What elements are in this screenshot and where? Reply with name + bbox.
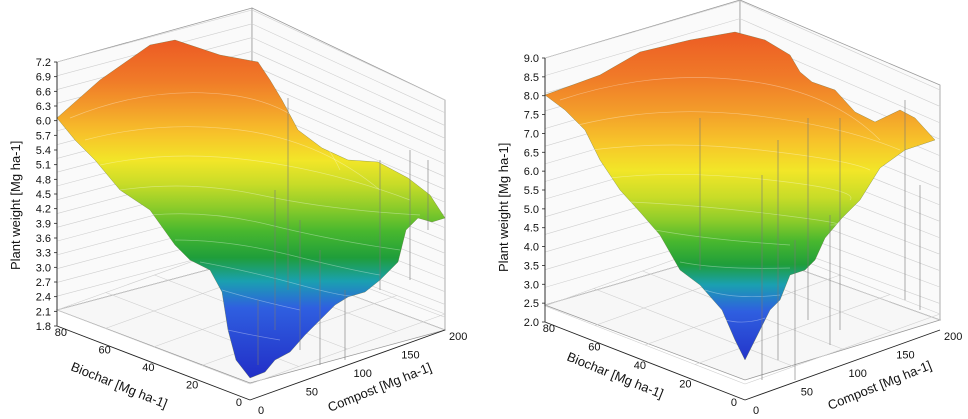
compost-tick-label: 150 bbox=[896, 350, 914, 362]
biochar-tick-label: 0 bbox=[236, 397, 242, 409]
floor-gridline bbox=[593, 288, 794, 367]
biochar-tick-label: 80 bbox=[55, 327, 67, 339]
z-tick-label: 6.0 bbox=[36, 116, 51, 128]
z-tick-label: 4.8 bbox=[36, 174, 51, 186]
chart-left-biochar-ticks: 0 20 40 60 80 bbox=[55, 327, 242, 409]
chart-left-xlabel: Compost [Mg ha-1] bbox=[326, 359, 434, 414]
z-tick-label: 5.5 bbox=[524, 185, 539, 197]
z-tick-label: 2.4 bbox=[36, 292, 51, 304]
biochar-tick-label: 60 bbox=[588, 342, 600, 354]
chart-right-xlabel: Compost [Mg ha-1] bbox=[826, 357, 934, 412]
biochar-tick-label: 20 bbox=[186, 380, 198, 392]
compost-tick-label: 0 bbox=[753, 405, 759, 417]
z-tick-label: 3.6 bbox=[36, 233, 51, 245]
z-tick-label: 6.5 bbox=[524, 147, 539, 159]
chart-left-surface bbox=[56, 39, 446, 379]
z-tick-label: 6.6 bbox=[36, 86, 51, 98]
z-tick-label: 9.0 bbox=[524, 53, 539, 65]
gridline bbox=[251, 9, 446, 101]
z-tick-label: 2.5 bbox=[524, 298, 539, 310]
chart-right-contours bbox=[559, 77, 901, 323]
compost-tick-label: 150 bbox=[401, 350, 419, 362]
gridline bbox=[251, 64, 446, 152]
compost-tick-label: 0 bbox=[258, 405, 264, 417]
z-tick-label: 3.0 bbox=[524, 279, 539, 291]
chart-left-ylabel: Biochar [Mg ha-1] bbox=[69, 359, 170, 411]
chart-right: 2.0 2.5 3.0 3.5 4.0 4.5 5.0 5.5 6.0 6.5 7.0 7.5 8.0 8… bbox=[496, 0, 962, 417]
chart-right-z-ticks: 2.0 2.5 3.0 3.5 4.0 4.5 5.0 5.5 6.0 6.5 7.0 7.5 8.0 8… bbox=[524, 53, 545, 329]
floor-gridline bbox=[56, 309, 251, 385]
z-tick-label: 5.0 bbox=[524, 204, 539, 216]
z-tick-label: 5.1 bbox=[36, 160, 51, 172]
gridline bbox=[251, 78, 446, 165]
z-tick-label: 4.2 bbox=[36, 204, 51, 216]
compost-tick-label: 50 bbox=[801, 387, 813, 399]
chart-left-z-ticks: 1.8 2.1 2.4 2.7 3.0 3.3 3.6 3.9 4.2 4.5 4.8 5.1 5.4 5… bbox=[36, 57, 57, 333]
z-tick-label: 6.0 bbox=[524, 166, 539, 178]
z-tick-label: 3.0 bbox=[36, 262, 51, 274]
compost-tick-label: 200 bbox=[449, 331, 467, 343]
z-tick-label: 2.1 bbox=[36, 306, 51, 318]
gridline bbox=[544, 18, 741, 76]
z-tick-label: 7.2 bbox=[36, 57, 51, 69]
z-tick-label: 7.0 bbox=[524, 128, 539, 140]
z-tick-label: 6.9 bbox=[36, 72, 51, 84]
chart-right-ylabel: Biochar [Mg ha-1] bbox=[565, 349, 666, 401]
gridline bbox=[56, 9, 253, 63]
z-tick-label: 3.3 bbox=[36, 248, 51, 260]
chart-left-compost-ticks: 0 50 100 150 200 bbox=[258, 331, 467, 417]
chart-right-biochar-ticks: 0 20 40 60 80 bbox=[543, 323, 737, 409]
z-tick-label: 4.0 bbox=[524, 242, 539, 254]
gridline bbox=[251, 51, 446, 139]
compost-tick-label: 50 bbox=[306, 387, 318, 399]
z-tick-label: 2.0 bbox=[524, 317, 539, 329]
compost-tick-label: 100 bbox=[849, 368, 867, 380]
chart-right-zlabel: Plant weight [Mg ha-1] bbox=[496, 143, 511, 272]
chart-right-compost-ticks: 0 50 100 150 200 bbox=[753, 331, 962, 417]
chart-left-contours bbox=[69, 92, 421, 341]
biochar-tick-label: 40 bbox=[142, 362, 154, 374]
z-tick-label: 4.5 bbox=[524, 223, 539, 235]
z-tick-label: 6.3 bbox=[36, 101, 51, 113]
compost-tick-label: 200 bbox=[944, 331, 962, 343]
chart-left: 1.8 2.1 2.4 2.7 3.0 3.3 3.6 3.9 4.2 4.5 4.8 5.1 5.4 5… bbox=[8, 7, 467, 417]
compost-tick-label: 100 bbox=[354, 368, 372, 380]
z-tick-label: 8.5 bbox=[524, 72, 539, 84]
z-tick-label: 3.9 bbox=[36, 218, 51, 230]
z-tick-label: 1.8 bbox=[36, 321, 51, 333]
chart-left-zlabel: Plant weight [Mg ha-1] bbox=[8, 141, 23, 270]
gridline bbox=[739, 0, 941, 91]
chart-right-droplines bbox=[699, 100, 921, 380]
z-tick-label: 8.0 bbox=[524, 91, 539, 103]
gridline bbox=[251, 37, 446, 126]
gridline bbox=[251, 23, 446, 114]
z-tick-label: 5.4 bbox=[36, 145, 51, 157]
biochar-tick-label: 40 bbox=[634, 360, 646, 372]
z-tick-label: 5.7 bbox=[36, 130, 51, 142]
chart-left-droplines bbox=[257, 98, 429, 365]
z-tick-label: 3.5 bbox=[524, 260, 539, 272]
biochar-tick-label: 20 bbox=[679, 379, 691, 391]
biochar-tick-label: 80 bbox=[543, 323, 555, 335]
z-tick-label: 4.5 bbox=[36, 189, 51, 201]
biochar-tick-label: 60 bbox=[99, 345, 111, 357]
floor-gridline bbox=[544, 305, 746, 385]
z-tick-label: 2.7 bbox=[36, 277, 51, 289]
gridline bbox=[544, 0, 741, 59]
biochar-tick-label: 0 bbox=[731, 397, 737, 409]
gridline bbox=[739, 18, 941, 107]
z-tick-label: 7.5 bbox=[524, 110, 539, 122]
chart-right-surface bbox=[544, 31, 936, 361]
